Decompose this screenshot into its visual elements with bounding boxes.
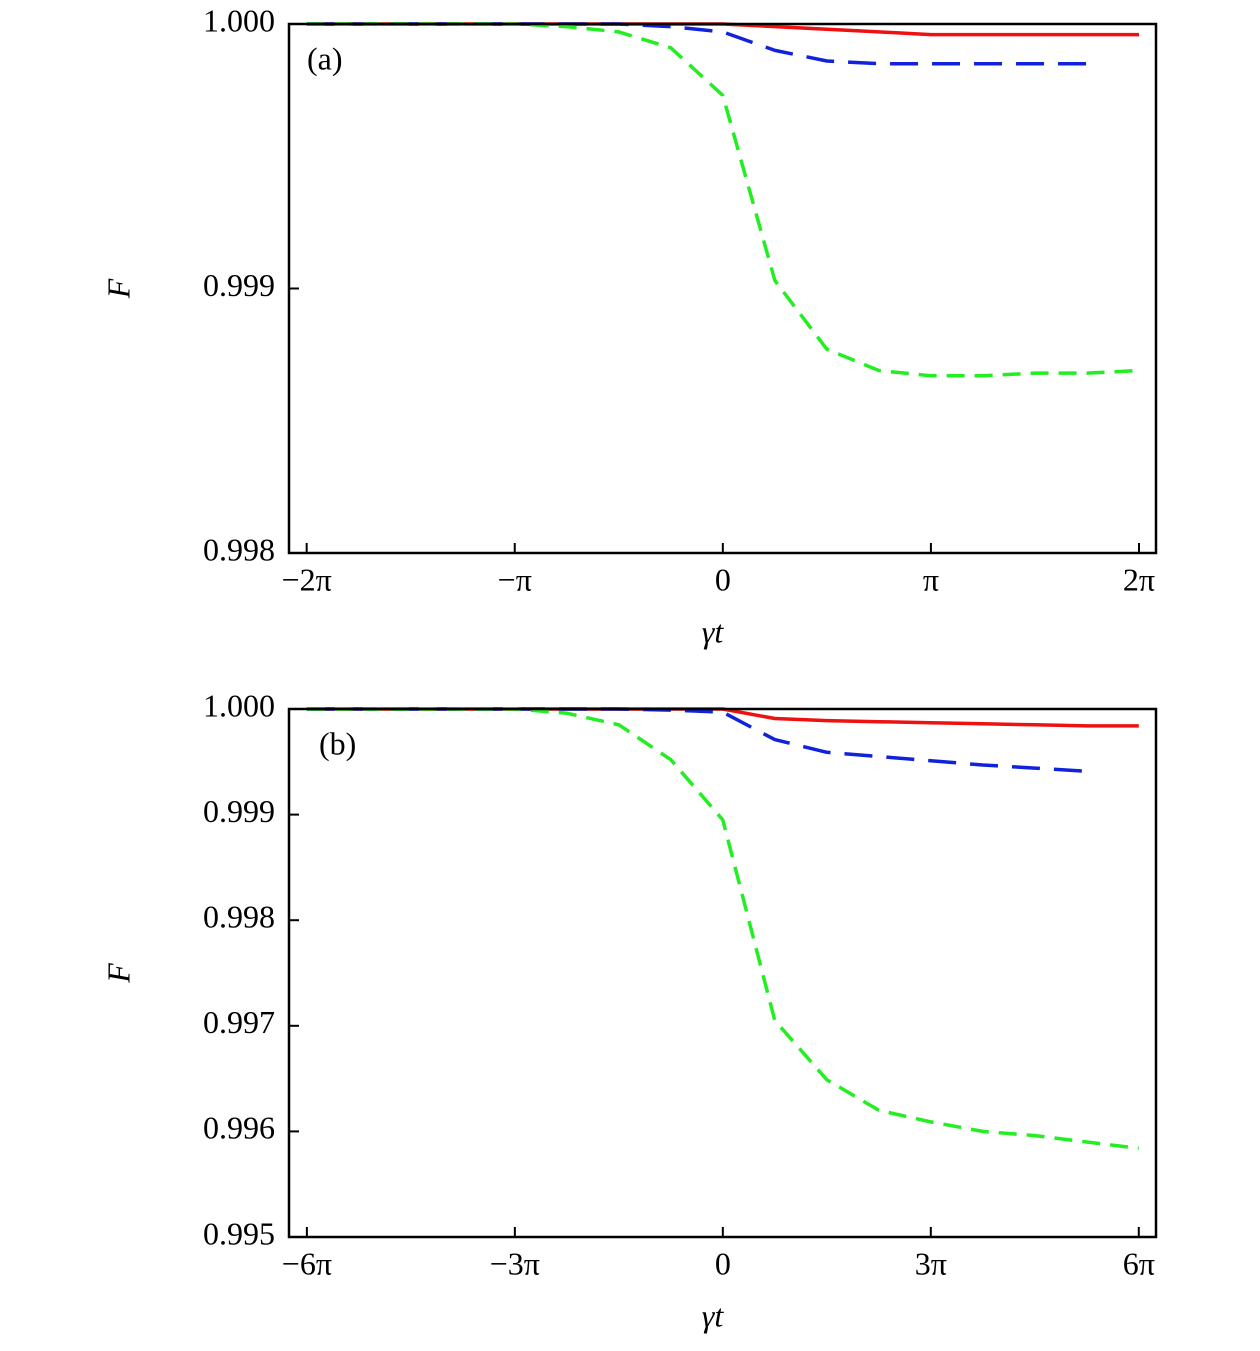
- x-tick-label: −π: [498, 561, 532, 597]
- x-tick-label: 2π: [1123, 561, 1155, 597]
- x-tick-label: −2π: [282, 561, 332, 597]
- plot-frame: [287, 22, 1158, 555]
- panel-label: (a): [307, 40, 343, 76]
- x-tick-label: 0: [715, 1245, 731, 1281]
- y-tick-label: 0.999: [203, 793, 275, 829]
- y-tick-label: 0.997: [203, 1004, 275, 1040]
- y-tick-label: 1.000: [203, 687, 275, 723]
- line-series: [306, 707, 1140, 1151]
- y-tick-label: 0.998: [203, 531, 275, 567]
- x-tick-label: π: [923, 561, 939, 597]
- x-tick-label: −6π: [282, 1245, 332, 1281]
- plot-frame: [287, 707, 1158, 1239]
- x-tick-label: 3π: [915, 1245, 947, 1281]
- x-tick-label: 6π: [1123, 1245, 1155, 1281]
- y-tick-label: 0.999: [203, 267, 275, 303]
- x-axis-label: γt: [702, 1297, 725, 1333]
- y-tick-label: 0.995: [203, 1215, 275, 1251]
- x-tick-label: −3π: [490, 1245, 540, 1281]
- line-series: [306, 22, 1087, 66]
- y-axis-label: F: [100, 278, 136, 299]
- y-tick-label: 0.998: [203, 899, 275, 935]
- y-tick-label: 0.996: [203, 1110, 275, 1146]
- y-tick-label: 1.000: [203, 2, 275, 38]
- y-axis-label: F: [100, 963, 136, 984]
- line-series: [306, 22, 1140, 378]
- line-series: [306, 707, 1139, 728]
- line-series: [306, 707, 1087, 774]
- panel-label: (b): [319, 725, 356, 761]
- x-tick-label: 0: [715, 561, 731, 597]
- x-axis-label: γt: [702, 613, 725, 649]
